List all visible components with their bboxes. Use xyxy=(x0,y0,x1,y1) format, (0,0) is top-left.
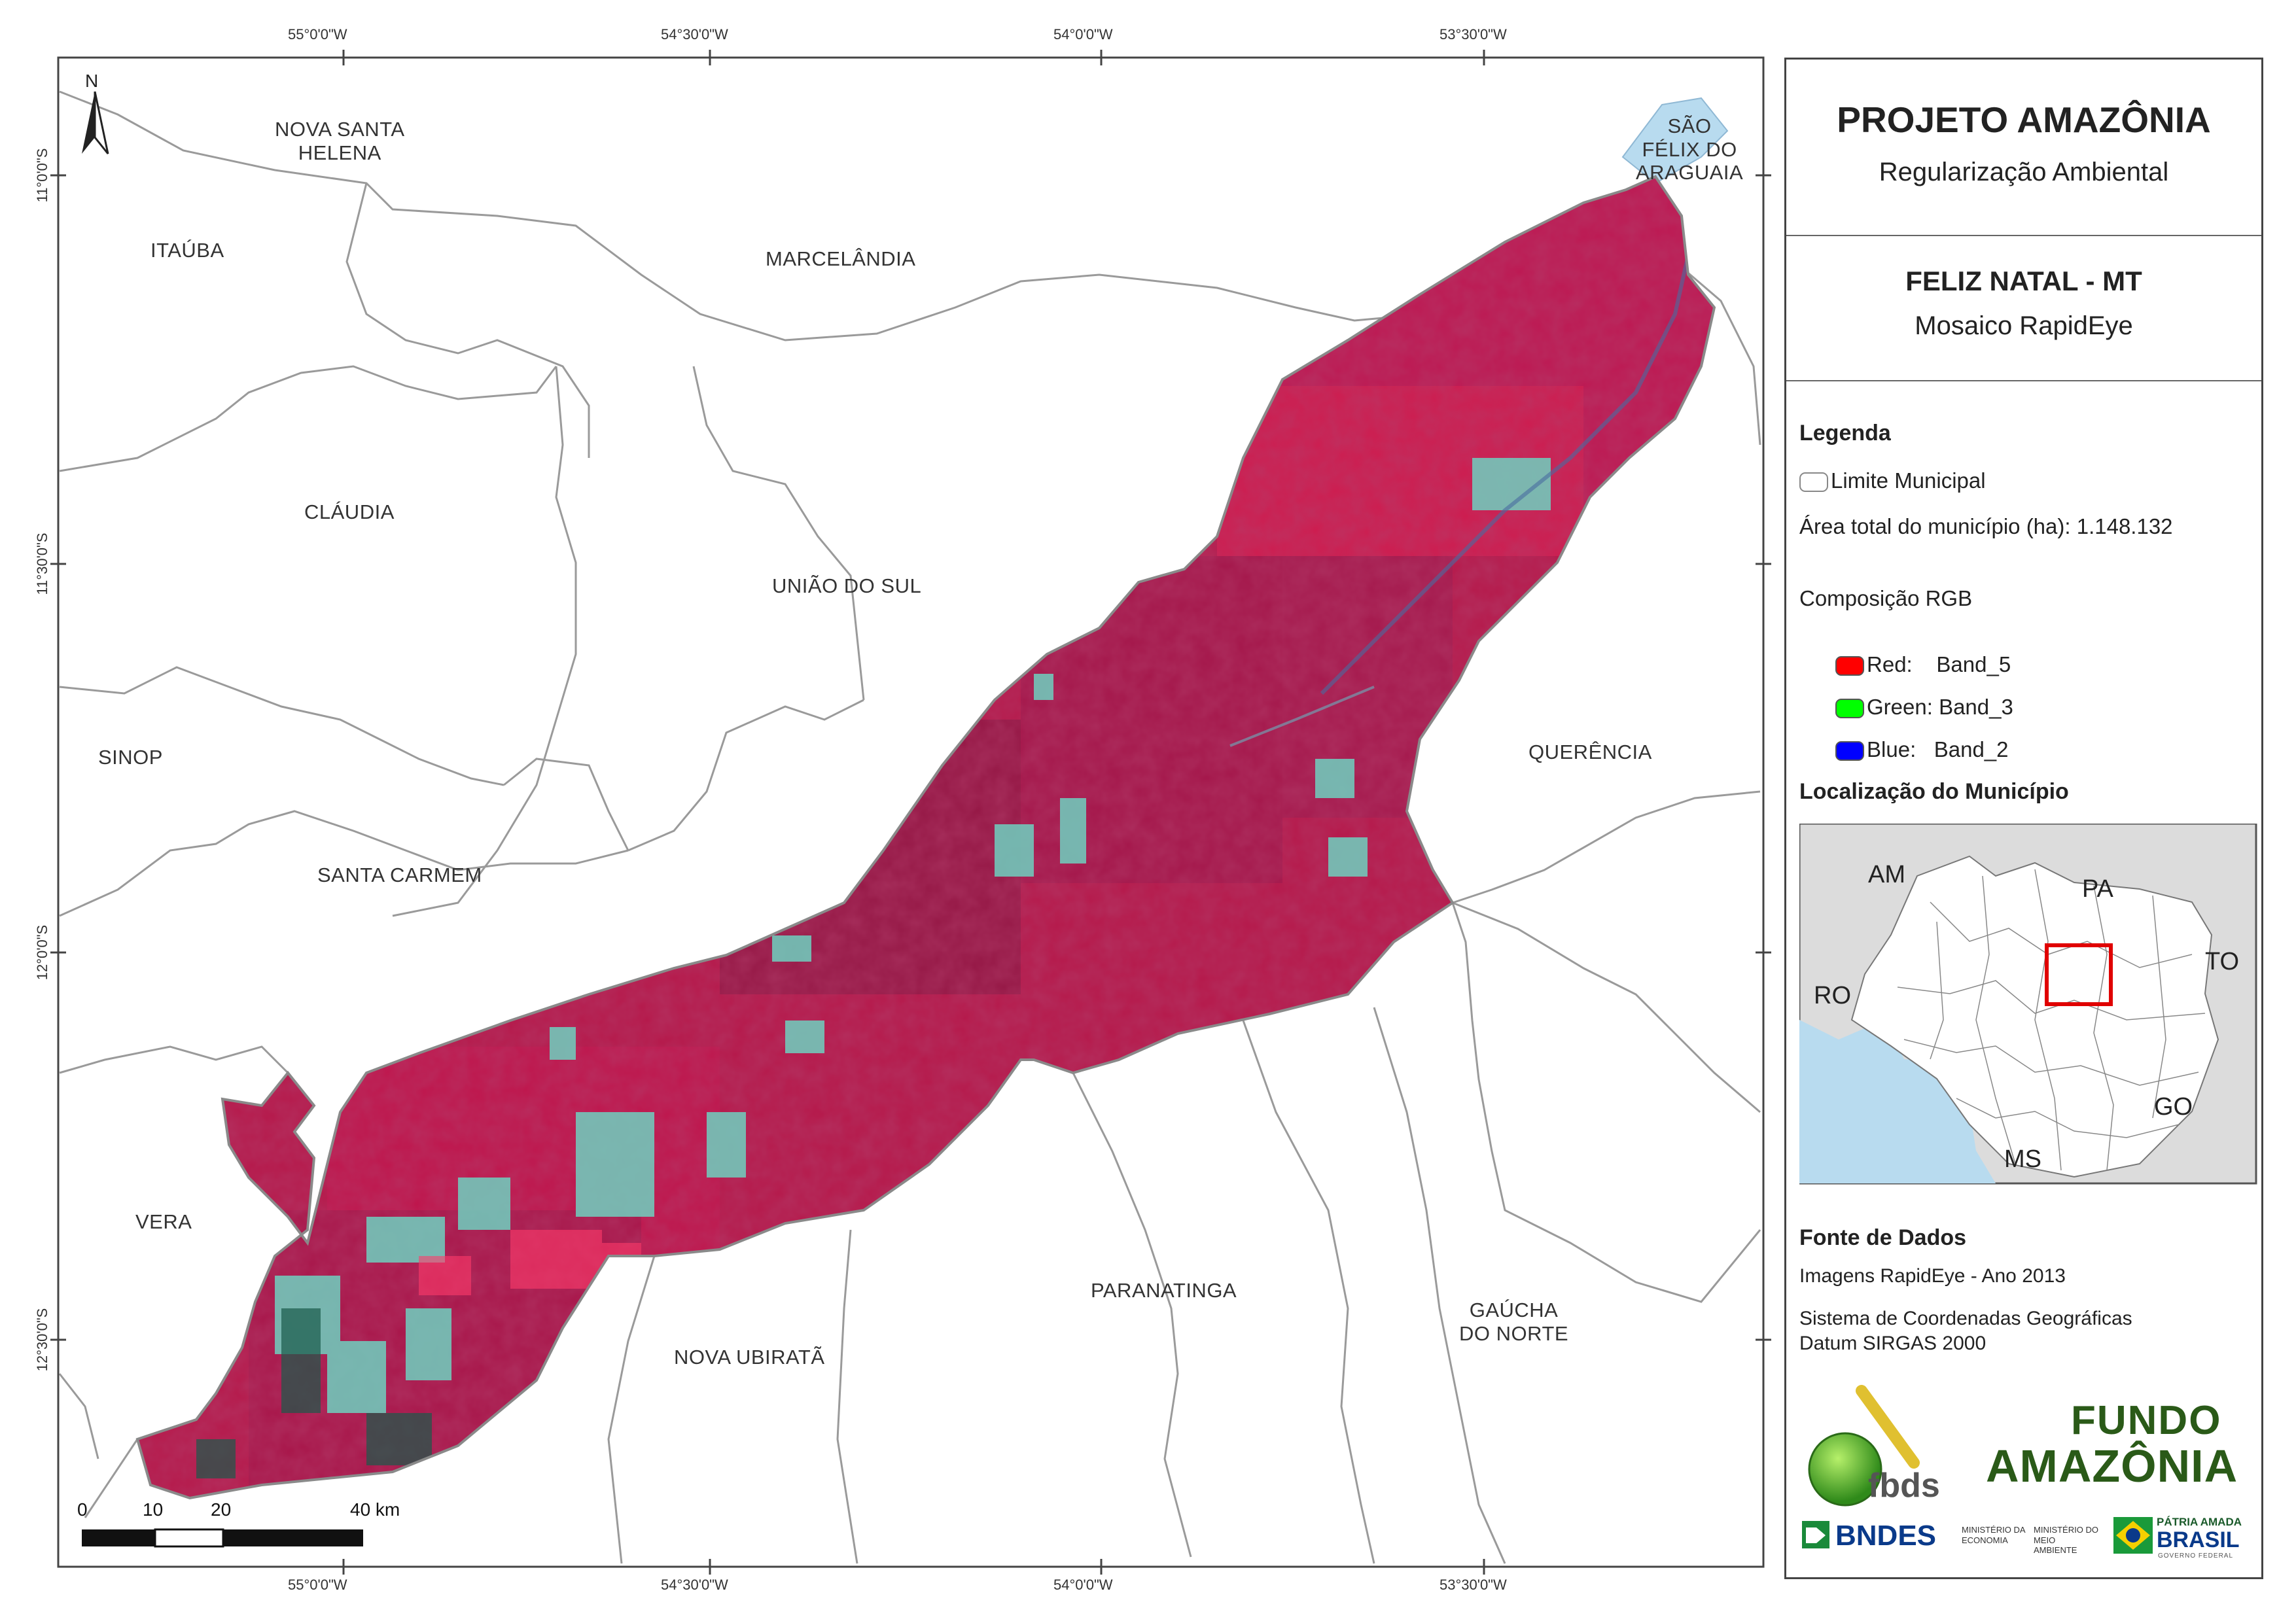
municipality-label: CLÁUDIA xyxy=(304,500,395,523)
north-label: N xyxy=(85,71,99,91)
sources-heading: Fonte de Dados xyxy=(1799,1225,1967,1250)
lon-label-top-4: 53°30'0"W xyxy=(1439,26,1507,43)
inset-label: RO xyxy=(1814,982,1851,1009)
lat-label-2: 11°30'0"S xyxy=(34,532,50,595)
inset-label: GO xyxy=(2154,1093,2193,1121)
scale-label: 0 xyxy=(77,1499,88,1520)
project-subtitle: Regularização Ambiental xyxy=(1879,158,2169,186)
ministry-environment: MINISTÉRIO DO MEIO AMBIENTE xyxy=(2034,1525,2098,1556)
location-highlight xyxy=(2045,943,2113,1006)
lat-label-1: 11°0'0"S xyxy=(34,148,50,203)
graticule-ticks xyxy=(50,50,1771,1575)
scale-label: 10 xyxy=(143,1499,164,1520)
bndes-wordmark: BNDES xyxy=(1835,1520,1937,1552)
rgb-heading: Composição RGB xyxy=(1799,586,1973,610)
patria-amada-label: PÁTRIA AMADA xyxy=(2157,1516,2242,1528)
municipality-label: MARCELÂNDIA xyxy=(766,247,916,270)
lon-label-bottom-1: 55°0'0"W xyxy=(288,1577,347,1593)
north-arrow-icon xyxy=(82,91,109,154)
brasil-label: BRASIL xyxy=(2157,1527,2240,1552)
map-title: FELIZ NATAL - MT xyxy=(1905,266,2142,296)
location-inset-map xyxy=(1799,824,2257,1185)
municipality-label: PARANATINGA xyxy=(1091,1279,1237,1302)
project-title: PROJETO AMAZÔNIA xyxy=(1837,99,2211,140)
inset-label: AM xyxy=(1868,861,1905,888)
governo-federal-label: GOVERNO FEDERAL xyxy=(2158,1552,2234,1560)
municipality-label: NOVA SANTA HELENA xyxy=(275,118,405,164)
scale-bar xyxy=(82,1528,363,1548)
scale-label: 40 km xyxy=(350,1499,400,1520)
map-frame xyxy=(57,56,1765,1568)
municipality-label: ITAÚBA xyxy=(150,239,224,262)
legend-heading: Legenda xyxy=(1799,421,1891,445)
area-total: Área total do município (ha): 1.148.132 xyxy=(1799,514,2173,538)
municipality-label: UNIÃO DO SUL xyxy=(772,574,922,597)
map-subtitle: Mosaico RapidEye xyxy=(1915,311,2133,340)
inset-label: PA xyxy=(2082,875,2113,903)
sources-crs: Sistema de Coordenadas Geográficas xyxy=(1799,1308,2132,1329)
inset-label: TO xyxy=(2205,948,2240,975)
blue-swatch xyxy=(1835,741,1865,761)
legend-item-red: Red: Band_5 xyxy=(1799,627,2011,702)
sources-images: Imagens RapidEye - Ano 2013 xyxy=(1799,1265,2066,1287)
municipality-label: QUERÊNCIA xyxy=(1528,741,1652,763)
location-heading: Localização do Município xyxy=(1799,779,2069,804)
municipality-label: SÃO FÉLIX DO ARAGUAIA xyxy=(1636,114,1744,184)
fbds-logo xyxy=(1808,1385,1920,1507)
legend-panel: PROJETO AMAZÔNIA Regularização Ambiental… xyxy=(1784,58,2263,1579)
lon-label-top-3: 54°0'0"W xyxy=(1053,26,1113,43)
feliz-natal-boundary xyxy=(135,175,1716,1500)
red-swatch xyxy=(1835,656,1865,676)
municipality-label: SINOP xyxy=(98,746,163,769)
lat-label-3: 12°0'0"S xyxy=(34,924,50,981)
boundary-swatch xyxy=(1799,472,1828,492)
lon-label-top-2: 54°30'0"W xyxy=(661,26,728,43)
municipality-label: VERA xyxy=(135,1210,192,1233)
lon-label-bottom-4: 53°30'0"W xyxy=(1439,1577,1507,1593)
lon-label-top-1: 55°0'0"W xyxy=(288,26,347,43)
lat-label-4: 12°30'0"S xyxy=(34,1308,50,1372)
legend-item-green: Green: Band_3 xyxy=(1799,670,2013,744)
municipal-boundaries xyxy=(58,90,1761,1564)
municipality-label: SANTA CARMEM xyxy=(317,864,482,886)
municipality-label: GAÚCHA DO NORTE xyxy=(1459,1299,1569,1345)
brazil-flag-icon xyxy=(2113,1517,2153,1554)
municipality-label: NOVA UBIRATÃ xyxy=(674,1346,825,1369)
lon-label-bottom-3: 54°0'0"W xyxy=(1053,1577,1113,1593)
scale-label: 20 xyxy=(211,1499,232,1520)
legend-item-boundary: Limite Municipal xyxy=(1799,468,1986,493)
legend-item-blue: Blue: Band_2 xyxy=(1799,712,2009,787)
bndes-icon xyxy=(1802,1521,1829,1548)
fundo-amazonia-logo: FUNDO xyxy=(2071,1398,2222,1443)
fundo-amazonia-logo-line2: AMAZÔNIA xyxy=(1986,1440,2238,1492)
fbds-wordmark: fbds xyxy=(1868,1467,1940,1505)
sources-datum: Datum SIRGAS 2000 xyxy=(1799,1333,1987,1354)
ministry-economy: MINISTÉRIO DA ECONOMIA xyxy=(1962,1525,2025,1545)
green-swatch xyxy=(1835,699,1865,718)
inset-label: MS xyxy=(2004,1145,2041,1173)
lon-label-bottom-2: 54°30'0"W xyxy=(661,1577,728,1593)
